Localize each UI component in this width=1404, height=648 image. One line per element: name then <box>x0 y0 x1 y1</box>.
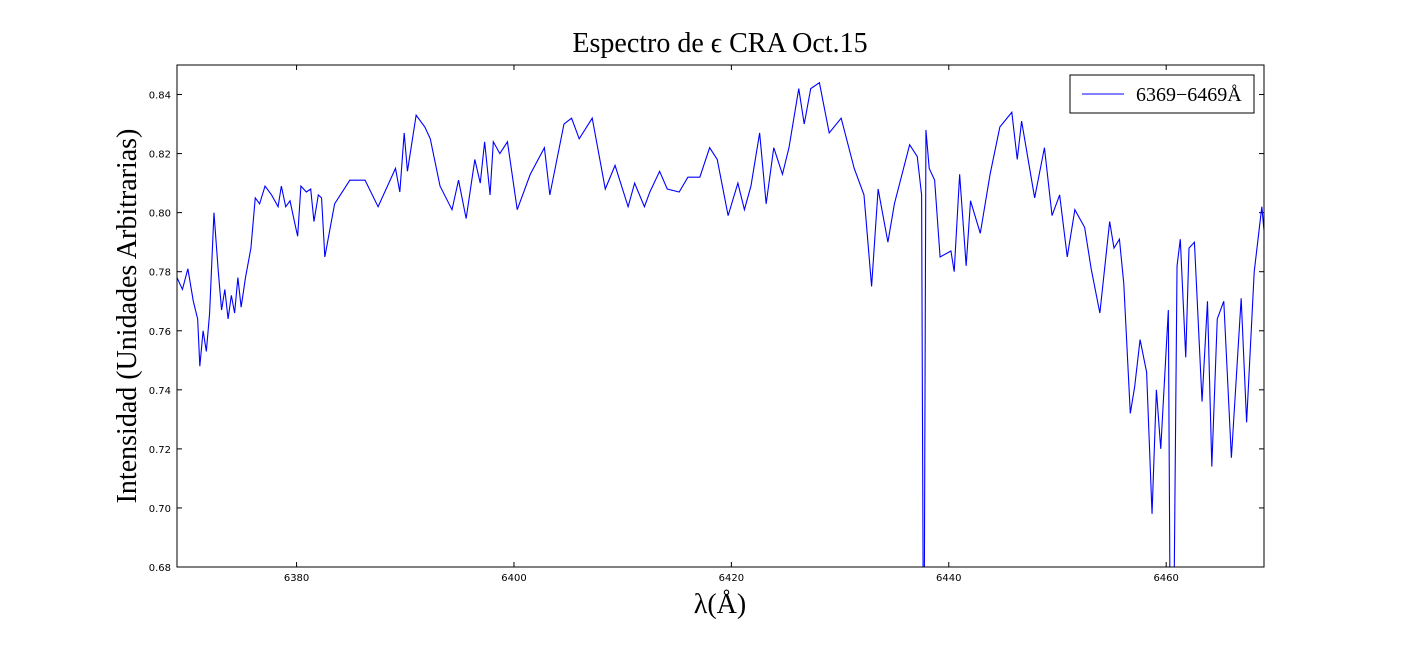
x-axis-label: λ(Å) <box>694 589 746 620</box>
plot-area <box>177 81 1264 567</box>
x-tick-label: 6440 <box>936 573 961 584</box>
legend-label: 6369−6469Å <box>1136 84 1242 106</box>
y-tick-label: 0.78 <box>149 268 171 279</box>
y-tick-label: 0.68 <box>149 563 171 574</box>
y-tick-label: 0.80 <box>149 209 171 220</box>
y-tick-label: 0.70 <box>149 504 171 515</box>
y-tick-label: 0.76 <box>149 327 171 338</box>
plot-frame <box>176 64 1265 568</box>
chart-title: Espectro de ϵ CRA Oct.15 <box>572 28 867 59</box>
y-tick-label: 0.82 <box>149 150 171 161</box>
y-tick-label: 0.74 <box>149 386 171 397</box>
x-tick-label: 6380 <box>284 573 309 584</box>
y-axis-label: Intensidad (Unidades Arbitrarias) <box>112 129 143 504</box>
y-tick-label: 0.72 <box>149 445 171 456</box>
x-tick-label: 6420 <box>719 573 744 584</box>
y-tick-label: 0.84 <box>149 91 171 102</box>
spectrum-line <box>177 81 1264 567</box>
x-tick-label: 6460 <box>1153 573 1178 584</box>
x-tick-label: 6400 <box>501 573 526 584</box>
